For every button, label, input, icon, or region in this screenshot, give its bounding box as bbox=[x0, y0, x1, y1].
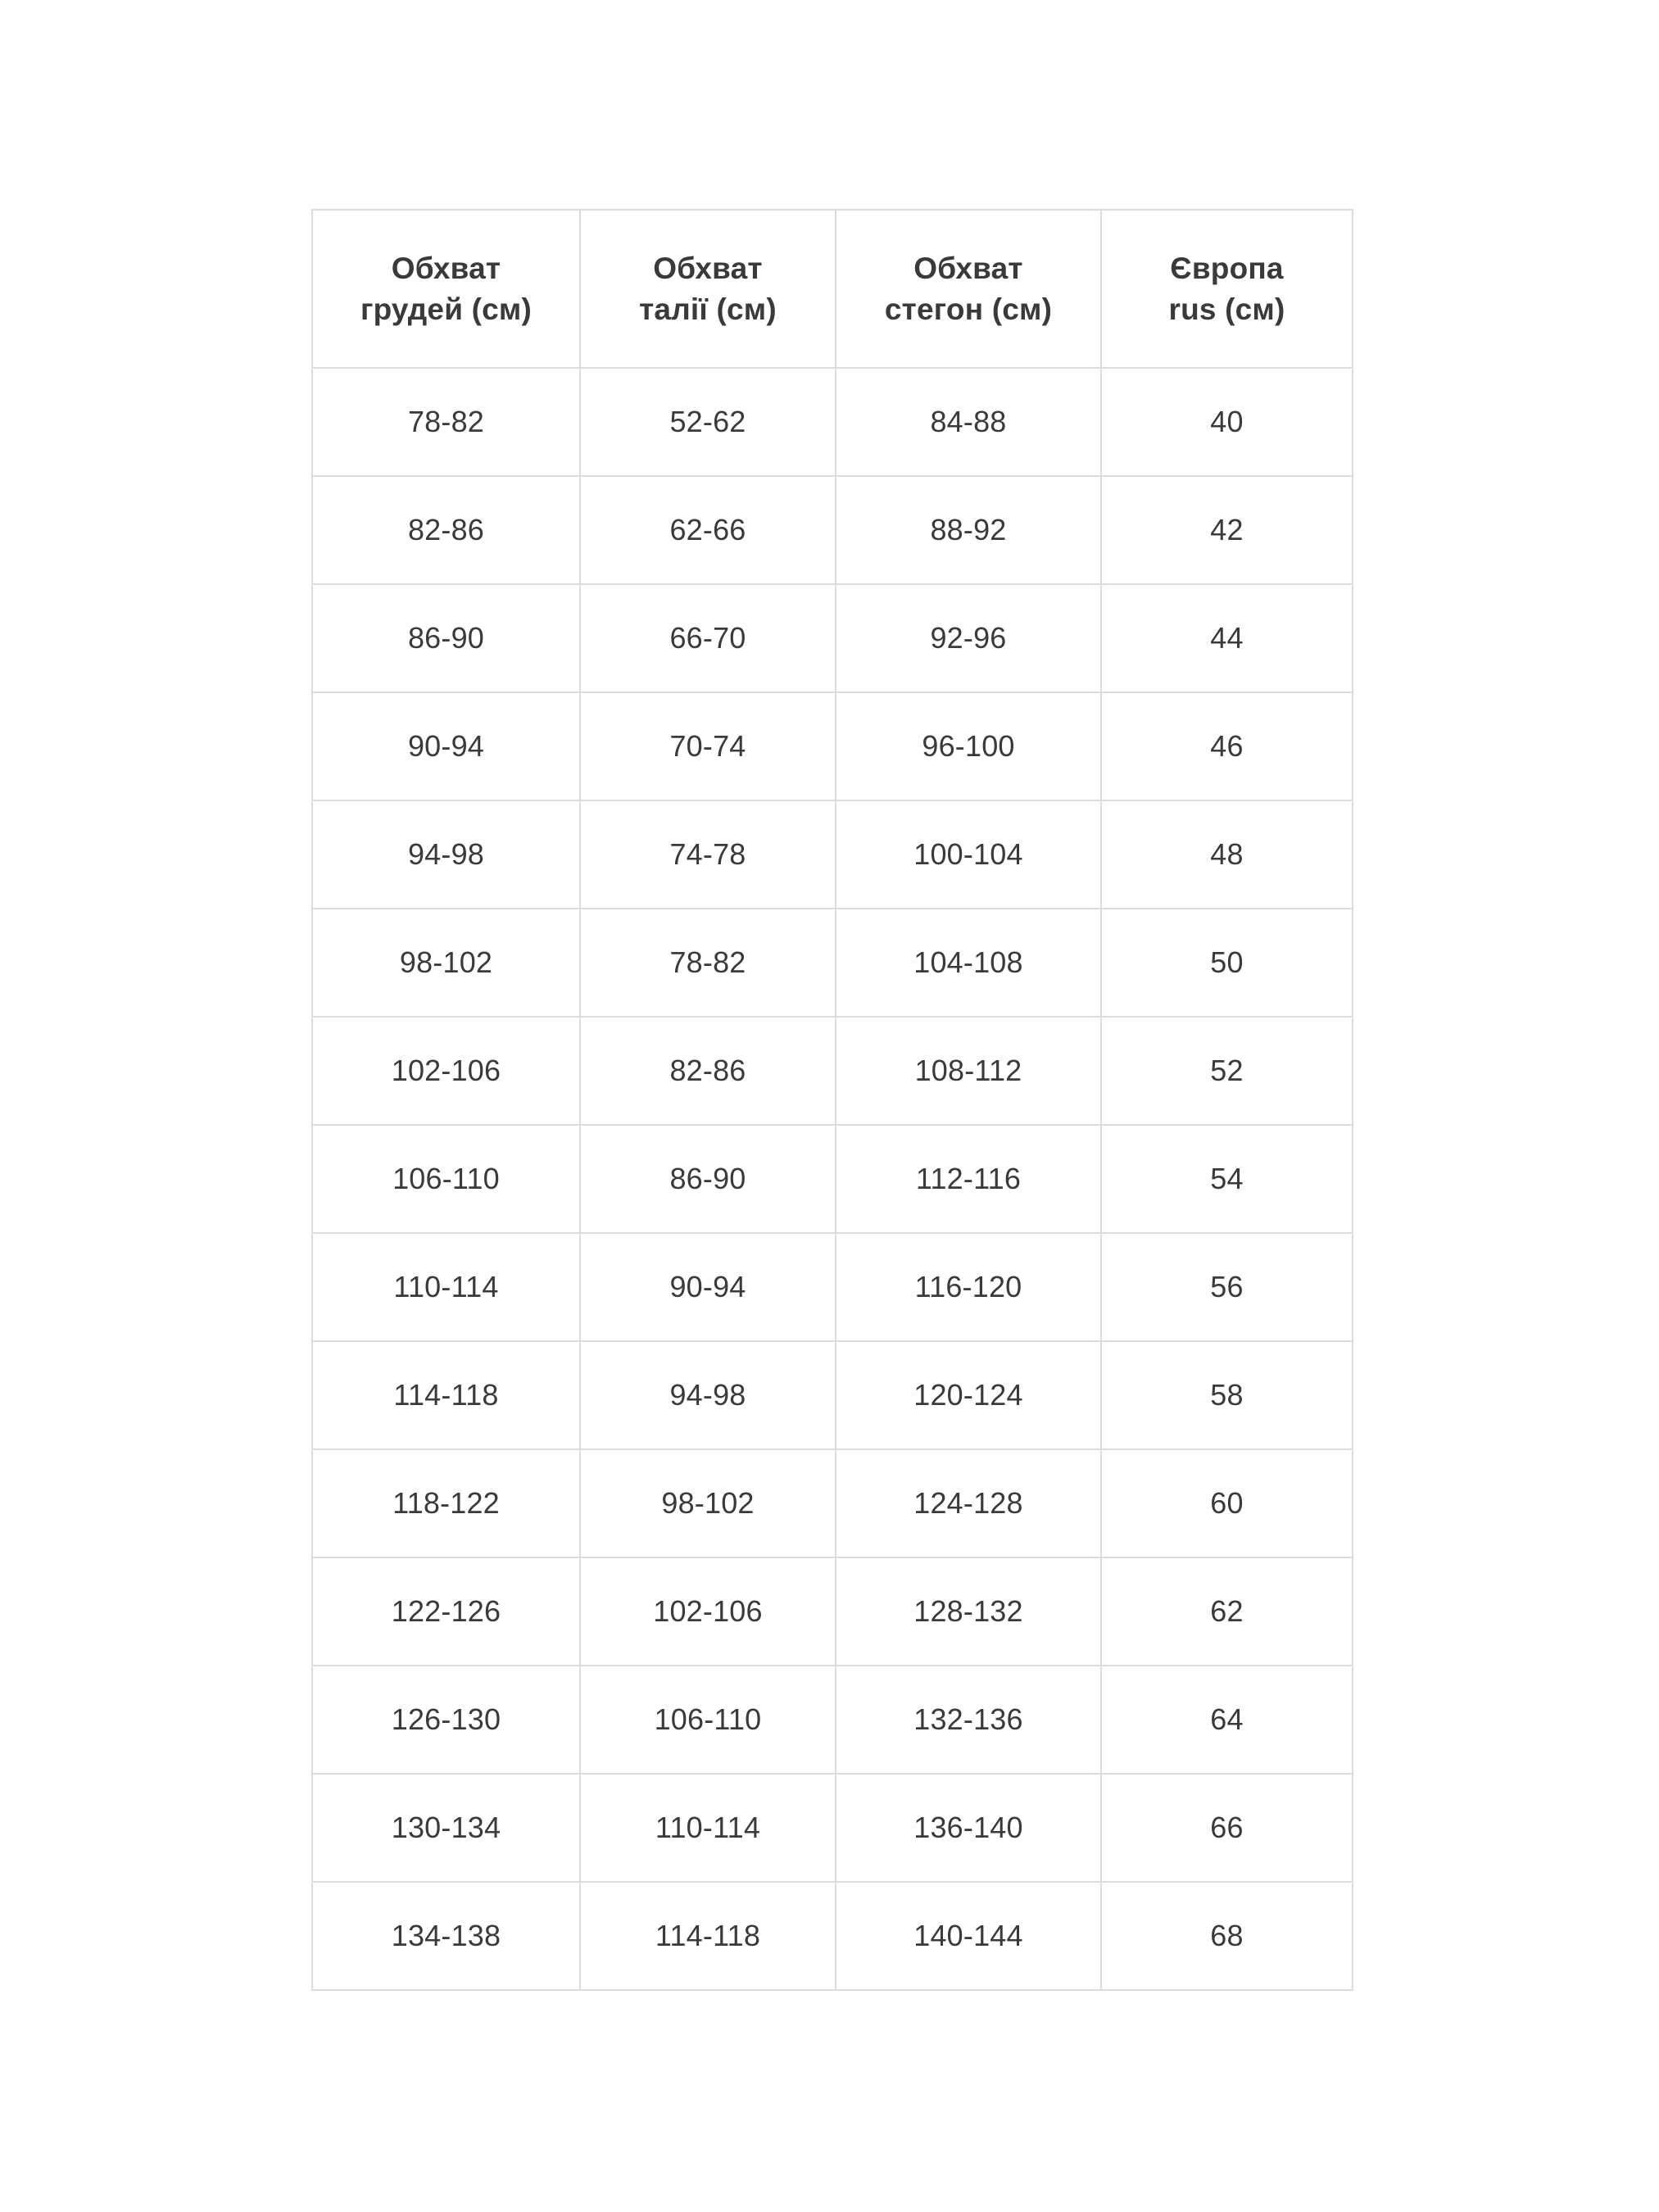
cell-eu: 62 bbox=[1100, 1557, 1353, 1666]
table-row: 110-114 90-94 116-120 56 bbox=[311, 1232, 1353, 1342]
cell-eu: 50 bbox=[1100, 908, 1353, 1018]
cell-hips: 128-132 bbox=[835, 1557, 1102, 1666]
column-header-hips: Обхват стегон (см) bbox=[835, 209, 1102, 369]
cell-chest: 86-90 bbox=[311, 583, 581, 693]
column-header-hips-line2: стегон (см) bbox=[884, 292, 1053, 326]
column-header-eu-line1: Європа bbox=[1170, 251, 1284, 285]
cell-hips: 132-136 bbox=[835, 1665, 1102, 1775]
cell-hips: 104-108 bbox=[835, 908, 1102, 1018]
cell-eu: 56 bbox=[1100, 1232, 1353, 1342]
cell-hips: 88-92 bbox=[835, 475, 1102, 585]
cell-chest: 130-134 bbox=[311, 1773, 581, 1883]
table-header: Обхват грудей (см) Обхват талії (см) Обх… bbox=[311, 209, 1353, 369]
cell-hips: 96-100 bbox=[835, 691, 1102, 801]
cell-hips: 112-116 bbox=[835, 1124, 1102, 1234]
cell-chest: 102-106 bbox=[311, 1016, 581, 1126]
cell-waist: 98-102 bbox=[579, 1448, 836, 1558]
cell-eu: 44 bbox=[1100, 583, 1353, 693]
cell-chest: 122-126 bbox=[311, 1557, 581, 1666]
cell-hips: 92-96 bbox=[835, 583, 1102, 693]
cell-chest: 90-94 bbox=[311, 691, 581, 801]
cell-waist: 102-106 bbox=[579, 1557, 836, 1666]
cell-eu: 48 bbox=[1100, 800, 1353, 909]
table-row: 122-126 102-106 128-132 62 bbox=[311, 1557, 1353, 1666]
column-header-hips-line1: Обхват bbox=[913, 251, 1023, 285]
cell-eu: 46 bbox=[1100, 691, 1353, 801]
table-row: 126-130 106-110 132-136 64 bbox=[311, 1665, 1353, 1775]
table-row: 90-94 70-74 96-100 46 bbox=[311, 691, 1353, 801]
column-header-waist-line2: талії (см) bbox=[639, 292, 777, 326]
cell-waist: 90-94 bbox=[579, 1232, 836, 1342]
cell-waist: 66-70 bbox=[579, 583, 836, 693]
cell-hips: 100-104 bbox=[835, 800, 1102, 909]
cell-hips: 84-88 bbox=[835, 367, 1102, 477]
cell-waist: 70-74 bbox=[579, 691, 836, 801]
cell-waist: 82-86 bbox=[579, 1016, 836, 1126]
column-header-chest: Обхват грудей (см) bbox=[311, 209, 581, 369]
cell-waist: 110-114 bbox=[579, 1773, 836, 1883]
cell-hips: 124-128 bbox=[835, 1448, 1102, 1558]
cell-chest: 118-122 bbox=[311, 1448, 581, 1558]
cell-waist: 52-62 bbox=[579, 367, 836, 477]
cell-waist: 74-78 bbox=[579, 800, 836, 909]
size-chart-container: Обхват грудей (см) Обхват талії (см) Обх… bbox=[311, 209, 1353, 1991]
cell-eu: 66 bbox=[1100, 1773, 1353, 1883]
cell-hips: 116-120 bbox=[835, 1232, 1102, 1342]
cell-chest: 98-102 bbox=[311, 908, 581, 1018]
cell-eu: 58 bbox=[1100, 1340, 1353, 1450]
cell-eu: 52 bbox=[1100, 1016, 1353, 1126]
cell-chest: 106-110 bbox=[311, 1124, 581, 1234]
header-row: Обхват грудей (см) Обхват талії (см) Обх… bbox=[311, 209, 1353, 369]
cell-eu: 60 bbox=[1100, 1448, 1353, 1558]
cell-chest: 134-138 bbox=[311, 1881, 581, 1991]
column-header-waist-line1: Обхват bbox=[653, 251, 763, 285]
table-row: 114-118 94-98 120-124 58 bbox=[311, 1340, 1353, 1450]
column-header-eu: Європа rus (см) bbox=[1100, 209, 1353, 369]
table-row: 98-102 78-82 104-108 50 bbox=[311, 908, 1353, 1018]
column-header-chest-line2: грудей (см) bbox=[360, 292, 533, 326]
size-chart-table: Обхват грудей (см) Обхват талії (см) Обх… bbox=[311, 209, 1353, 1991]
cell-chest: 82-86 bbox=[311, 475, 581, 585]
table-row: 106-110 86-90 112-116 54 bbox=[311, 1124, 1353, 1234]
cell-hips: 140-144 bbox=[835, 1881, 1102, 1991]
cell-waist: 78-82 bbox=[579, 908, 836, 1018]
column-header-waist: Обхват талії (см) bbox=[579, 209, 836, 369]
cell-eu: 54 bbox=[1100, 1124, 1353, 1234]
cell-waist: 94-98 bbox=[579, 1340, 836, 1450]
cell-chest: 114-118 bbox=[311, 1340, 581, 1450]
cell-hips: 136-140 bbox=[835, 1773, 1102, 1883]
table-row: 86-90 66-70 92-96 44 bbox=[311, 583, 1353, 693]
cell-chest: 78-82 bbox=[311, 367, 581, 477]
table-row: 82-86 62-66 88-92 42 bbox=[311, 475, 1353, 585]
cell-eu: 40 bbox=[1100, 367, 1353, 477]
cell-waist: 86-90 bbox=[579, 1124, 836, 1234]
cell-chest: 126-130 bbox=[311, 1665, 581, 1775]
table-body: 78-82 52-62 84-88 40 82-86 62-66 88-92 42 86-90 6… bbox=[311, 367, 1353, 1991]
cell-hips: 108-112 bbox=[835, 1016, 1102, 1126]
cell-eu: 64 bbox=[1100, 1665, 1353, 1775]
cell-hips: 120-124 bbox=[835, 1340, 1102, 1450]
cell-eu: 68 bbox=[1100, 1881, 1353, 1991]
table-row: 78-82 52-62 84-88 40 bbox=[311, 367, 1353, 477]
cell-waist: 106-110 bbox=[579, 1665, 836, 1775]
table-row: 94-98 74-78 100-104 48 bbox=[311, 800, 1353, 909]
cell-eu: 42 bbox=[1100, 475, 1353, 585]
column-header-eu-line2: rus (см) bbox=[1168, 292, 1285, 326]
table-row: 102-106 82-86 108-112 52 bbox=[311, 1016, 1353, 1126]
column-header-chest-line1: Обхват bbox=[391, 251, 501, 285]
cell-waist: 62-66 bbox=[579, 475, 836, 585]
table-row: 130-134 110-114 136-140 66 bbox=[311, 1773, 1353, 1883]
table-row: 134-138 114-118 140-144 68 bbox=[311, 1881, 1353, 1991]
cell-waist: 114-118 bbox=[579, 1881, 836, 1991]
cell-chest: 94-98 bbox=[311, 800, 581, 909]
table-row: 118-122 98-102 124-128 60 bbox=[311, 1448, 1353, 1558]
cell-chest: 110-114 bbox=[311, 1232, 581, 1342]
